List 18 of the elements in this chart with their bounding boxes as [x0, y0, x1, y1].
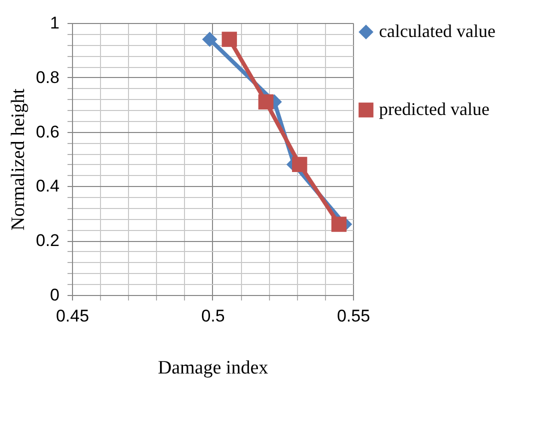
y-tick-label: 1: [50, 14, 60, 32]
point: [222, 32, 237, 47]
y-tick-label: 0.6: [36, 122, 60, 142]
y-tick-label: 0.2: [36, 231, 60, 250]
x-tick-label: 0.55: [336, 306, 370, 326]
point: [292, 156, 308, 172]
legend-label: calculated value: [379, 21, 496, 41]
y-tick-label: 0.8: [36, 68, 60, 87]
legend-label: predicted value: [379, 99, 490, 119]
y-tick-label: 0: [50, 286, 60, 304]
x-axis-title: Damage index: [158, 358, 269, 378]
point: [331, 216, 347, 232]
y-tick-label: 0.4: [36, 176, 60, 196]
point: [258, 94, 274, 110]
y-axis-title: Normalized height: [8, 88, 29, 230]
x-tick-label: 0.5: [201, 306, 225, 326]
point: [202, 32, 218, 47]
x-tick-label: 0.45: [56, 306, 90, 326]
